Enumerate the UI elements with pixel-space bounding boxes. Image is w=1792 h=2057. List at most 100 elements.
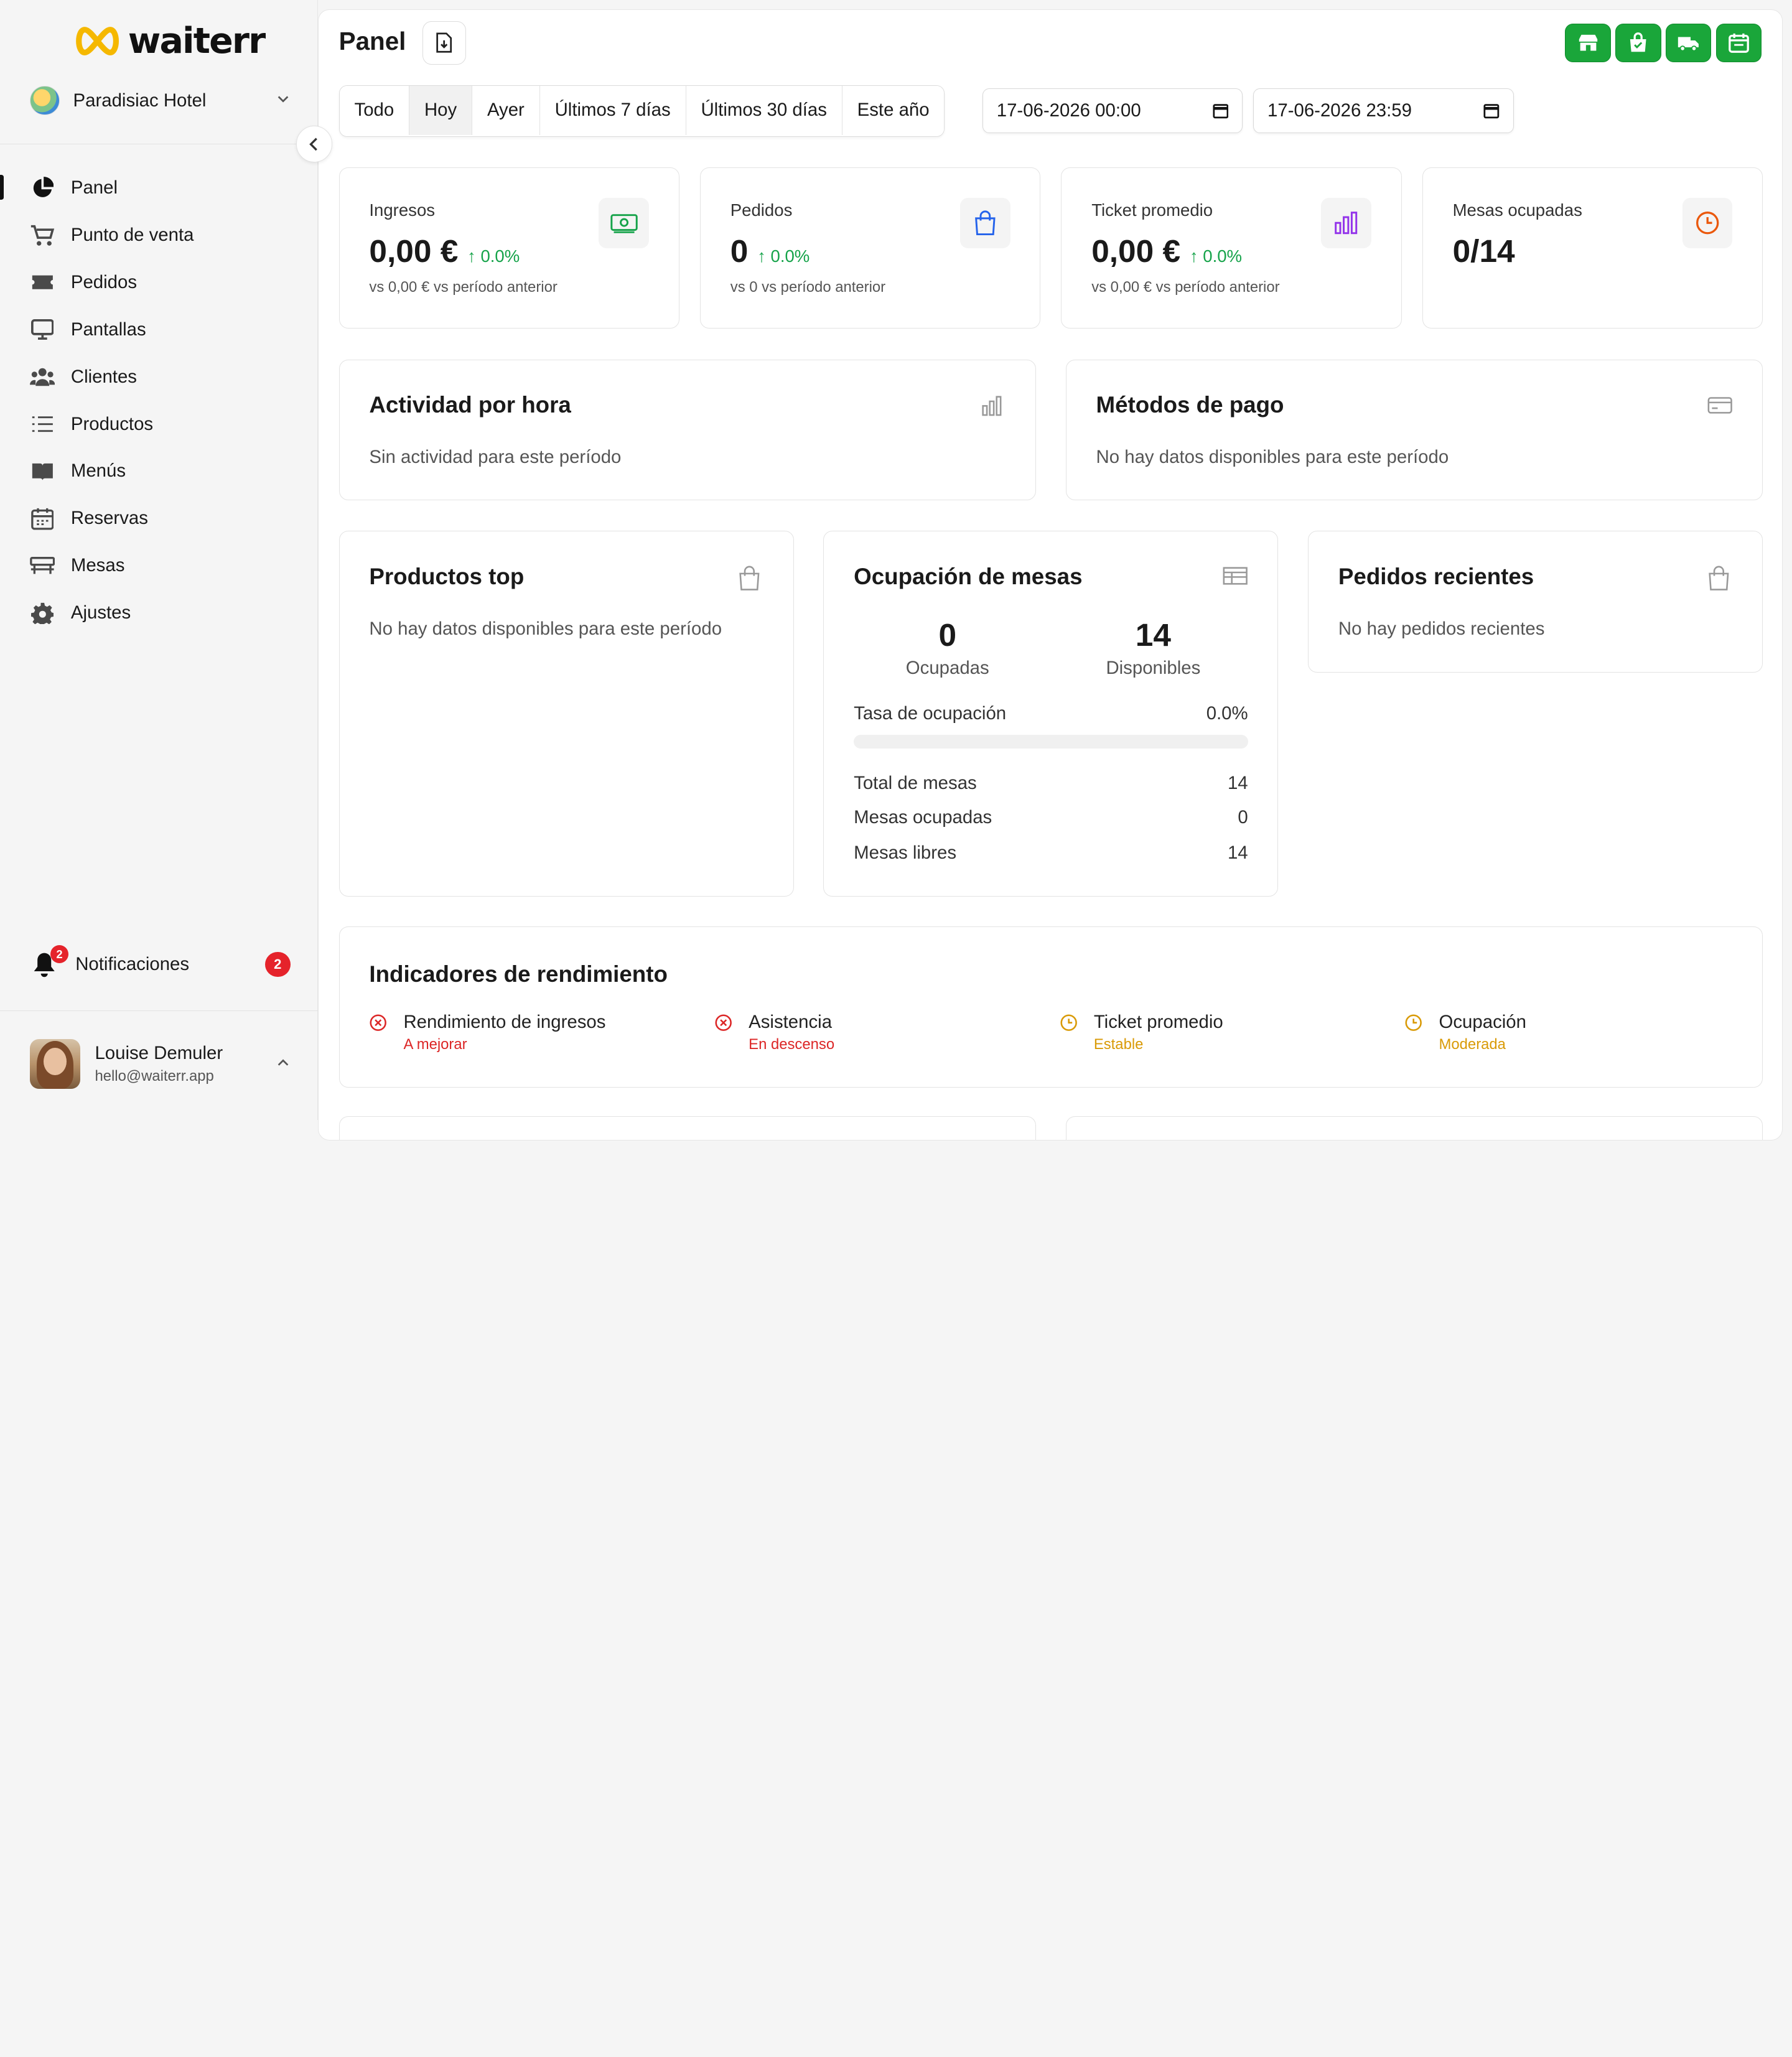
- truck-icon: [1678, 37, 1699, 52]
- bell-badge: 2: [50, 945, 69, 964]
- range-todo-button[interactable]: Todo: [339, 85, 410, 135]
- collapse-sidebar-button[interactable]: [296, 126, 333, 162]
- book-icon: [30, 459, 55, 483]
- occupancy-rate-row: Tasa de ocupación 0.0%: [854, 703, 1248, 724]
- kpi-card-revenue: Ingresos 0,00 € ↑ 0.0% vs 0,00 € vs perí…: [338, 167, 679, 329]
- recent-orders-card: Pedidos recientes No hay pedidos recient…: [1308, 531, 1763, 673]
- calendar-icon: [1213, 104, 1228, 119]
- export-report-button[interactable]: [422, 21, 466, 65]
- kpi-comparison: vs 0 vs período anterior: [730, 279, 886, 296]
- sidebar-item-label: Panel: [70, 177, 118, 198]
- occupancy-progress-bar: [854, 735, 1248, 749]
- sidebar-item-label: Menús: [70, 460, 126, 482]
- sidebar-item-pos[interactable]: Punto de venta: [0, 212, 318, 259]
- shopping-bag-icon: [1630, 32, 1646, 52]
- app: waiterr Paradisiac Hotel Panel Punto de …: [0, 0, 1783, 1141]
- calendar-button[interactable]: [1715, 23, 1762, 63]
- store-button[interactable]: [1565, 23, 1611, 63]
- user-menu[interactable]: Louise Demuler hello@waiterr.app: [29, 1038, 291, 1090]
- empty-state: No hay datos disponibles para este perío…: [1096, 447, 1449, 468]
- brand-logo[interactable]: waiterr: [73, 21, 266, 62]
- calendar-icon: [30, 506, 55, 531]
- top-products-card: Productos top No hay datos disponibles p…: [338, 531, 794, 897]
- hotel-avatar: [29, 85, 60, 116]
- range-ayer-button[interactable]: Ayer: [472, 85, 540, 135]
- calendar-icon: [1729, 34, 1749, 54]
- clock-icon: [1682, 197, 1733, 248]
- chevron-down-icon: [276, 92, 290, 110]
- card-title: Pedidos recientes: [1338, 563, 1534, 589]
- sidebar-item-settings[interactable]: Ajustes: [0, 589, 318, 637]
- sidebar-item-panel[interactable]: Panel: [0, 164, 318, 212]
- hotel-selector[interactable]: Paradisiac Hotel: [29, 82, 291, 119]
- sidebar-item-label: Ajustes: [70, 602, 131, 623]
- total-tables-label: Total de mesas: [854, 772, 977, 793]
- dashboard-main: Panel Todo Hoy Ayer Últimos 7 días Últim…: [317, 9, 1783, 1141]
- sidebar-item-tables[interactable]: Mesas: [0, 542, 318, 589]
- kpi-value: 0,00 € ↑ 0.0%: [369, 232, 520, 269]
- kpi-card-avg-ticket: Ticket promedio 0,00 € ↑ 0.0% vs 0,00 € …: [1061, 167, 1402, 329]
- shopping-bag-icon: [738, 566, 763, 591]
- users-icon: [29, 365, 55, 389]
- table-grid-icon: [1223, 566, 1248, 590]
- sidebar-item-menus[interactable]: Menús: [0, 448, 318, 495]
- date-to-field[interactable]: 17-06-2026 23:59: [1253, 88, 1514, 134]
- range-hoy-button[interactable]: Hoy: [409, 85, 473, 135]
- empty-state: No hay datos disponibles para este perío…: [369, 618, 722, 639]
- range-year-button[interactable]: Este año: [842, 85, 945, 135]
- card-title: Métodos de pago: [1096, 392, 1284, 418]
- kpi-card-orders: Pedidos 0 ↑ 0.0% vs 0 vs período anterio…: [700, 167, 1041, 329]
- occupied-stat: 0 Ocupadas: [856, 616, 1039, 679]
- bag-button[interactable]: [1615, 23, 1661, 63]
- indicator-revenue: Rendimiento de ingresos A mejorar: [369, 1012, 605, 1054]
- range-30-days-button[interactable]: Últimos 30 días: [686, 85, 842, 135]
- indicator-status: Moderada: [1439, 1036, 1506, 1053]
- kpi-label: Ingresos: [369, 200, 436, 220]
- sidebar-nav: Panel Punto de venta Pedidos Pantallas: [0, 164, 318, 636]
- kpi-value: 0/14: [1453, 232, 1515, 269]
- empty-state: No hay pedidos recientes: [1338, 618, 1545, 639]
- notifications-button[interactable]: 2 Notificaciones 2: [30, 945, 291, 983]
- list-icon: [30, 411, 55, 436]
- kpi-change-value: 0.0%: [480, 246, 520, 266]
- infinity-logo-icon: [75, 27, 119, 56]
- file-download-icon: [436, 32, 452, 53]
- kpi-value: 0,00 € ↑ 0.0%: [1091, 232, 1242, 269]
- sidebar-item-screens[interactable]: Pantallas: [0, 306, 318, 353]
- store-icon: [1579, 35, 1597, 51]
- indicator-name: Asistencia: [749, 1011, 833, 1032]
- date-from-field[interactable]: 17-06-2026 00:00: [982, 88, 1243, 134]
- card-title: Productos top: [369, 563, 525, 589]
- notifications-count-badge: 2: [265, 951, 291, 977]
- x-circle-icon: [715, 1014, 732, 1032]
- sidebar-item-label: Clientes: [70, 366, 137, 387]
- kpi-change-value: 0.0%: [1203, 246, 1243, 266]
- kpi-change: ↑ 0.0%: [467, 246, 520, 266]
- chevron-up-icon: [276, 1053, 290, 1075]
- available-stat: 14 Disponibles: [1062, 616, 1244, 679]
- kpi-value: 0 ↑ 0.0%: [730, 232, 810, 269]
- kpi-change: ↑ 0.0%: [1189, 246, 1243, 266]
- payment-methods-card: Métodos de pago No hay datos disponibles…: [1065, 359, 1763, 500]
- sidebar-item-orders[interactable]: Pedidos: [0, 259, 318, 306]
- bell-icon: 2: [30, 945, 69, 979]
- total-tables-value: 14: [1227, 772, 1248, 793]
- chevron-left-icon: [309, 138, 317, 151]
- card-title: Actividad por hora: [369, 392, 571, 418]
- sidebar-item-clients[interactable]: Clientes: [0, 353, 318, 401]
- date-from-value: 17-06-2026 00:00: [996, 100, 1141, 121]
- clock-icon: [1060, 1014, 1077, 1032]
- busy-tables-label: Mesas ocupadas: [854, 806, 992, 828]
- sidebar-item-products[interactable]: Productos: [0, 401, 318, 448]
- banknote-icon: [599, 197, 650, 248]
- user-name: Louise Demuler: [95, 1043, 223, 1064]
- range-7-days-button[interactable]: Últimos 7 días: [539, 85, 686, 135]
- available-count: 14: [1135, 617, 1171, 653]
- sidebar-item-reservations[interactable]: Reservas: [0, 495, 318, 542]
- avatar: [29, 1038, 80, 1089]
- card-title: Ocupación de mesas: [854, 563, 1083, 589]
- credit-card-icon: [1707, 394, 1732, 419]
- monitor-icon: [30, 317, 55, 342]
- sidebar-item-label: Pedidos: [70, 272, 138, 293]
- delivery-button[interactable]: [1665, 23, 1712, 63]
